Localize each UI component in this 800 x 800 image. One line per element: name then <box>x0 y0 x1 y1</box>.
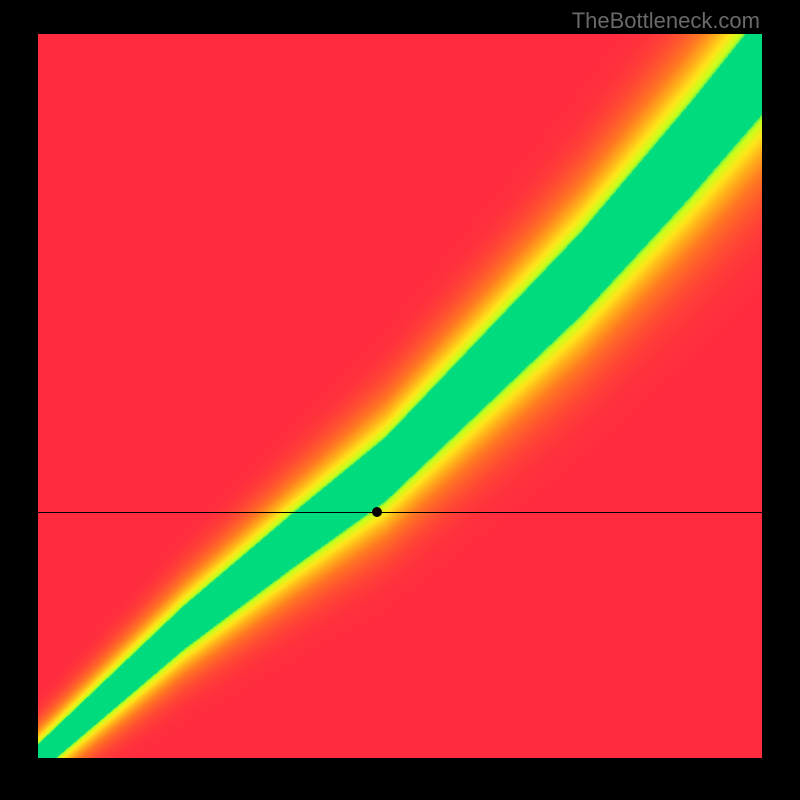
heatmap-plot <box>38 34 762 758</box>
crosshair-horizontal <box>38 512 762 513</box>
crosshair-marker <box>372 507 382 517</box>
heatmap-canvas <box>38 34 762 758</box>
chart-container: TheBottleneck.com <box>0 0 800 800</box>
watermark-text: TheBottleneck.com <box>572 8 760 34</box>
